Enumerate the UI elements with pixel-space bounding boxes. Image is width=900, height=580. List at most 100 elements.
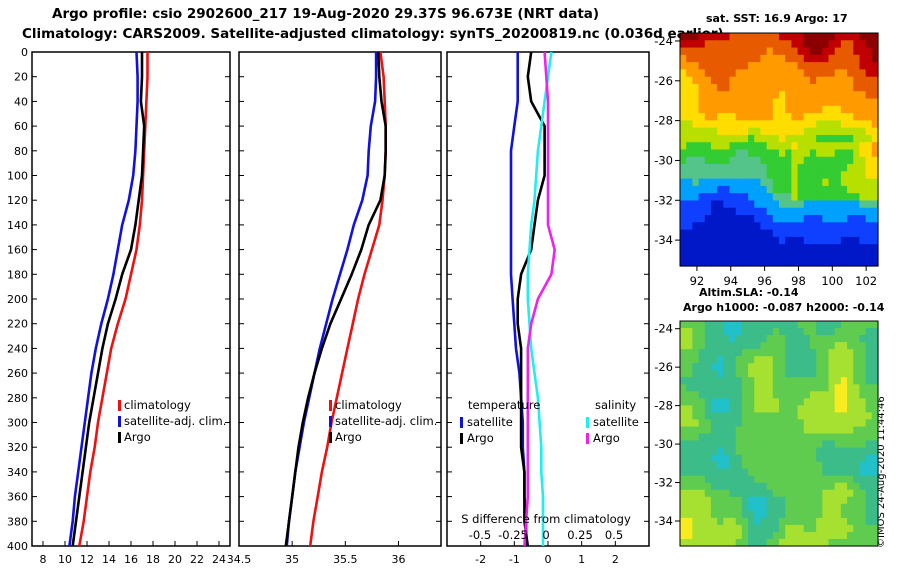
map-cell	[717, 215, 724, 223]
map-cell	[717, 244, 724, 253]
map-cell	[723, 524, 731, 533]
map-cell	[871, 76, 879, 85]
map-cell	[748, 236, 755, 245]
map-cell	[710, 489, 718, 498]
sla-map-title-argo: Argo h1000: -0.087 h2000: -0.14	[683, 301, 885, 314]
map-cell	[723, 113, 731, 121]
map-cell	[847, 54, 854, 63]
map-cell	[847, 510, 854, 519]
map-cell	[692, 412, 700, 421]
map-cell	[785, 120, 792, 129]
map-cell	[717, 370, 724, 378]
map-cell	[754, 356, 762, 364]
map-cell	[840, 222, 848, 231]
map-cell	[692, 496, 700, 505]
map-cell	[754, 496, 762, 505]
map-cell	[816, 149, 823, 158]
map-cell	[871, 244, 879, 253]
map-cell	[803, 40, 811, 49]
map-cell	[840, 461, 848, 470]
map-cell	[847, 419, 854, 428]
map-cell	[816, 258, 823, 267]
map-cell	[686, 482, 693, 491]
map-cell	[791, 496, 799, 505]
map-cell	[779, 384, 786, 392]
map-cell	[772, 391, 780, 399]
map-cell	[779, 149, 786, 158]
map-cell	[828, 538, 836, 547]
legend-label: Argo	[467, 431, 494, 445]
map-cell	[840, 489, 848, 498]
map-cell	[772, 531, 780, 540]
map-cell	[723, 76, 731, 85]
map-cell	[779, 405, 786, 414]
map-cell	[865, 433, 873, 442]
map-cell	[847, 98, 854, 107]
map-cell	[859, 149, 867, 158]
map-cell	[803, 412, 811, 421]
map-cell	[809, 76, 817, 85]
map-cell	[686, 207, 693, 216]
map-cell	[698, 524, 706, 533]
map-cell	[723, 120, 731, 129]
map-cell	[723, 164, 731, 172]
map-cell	[698, 398, 706, 406]
map-cell	[680, 328, 687, 336]
map-cell	[704, 363, 712, 371]
map-cell	[704, 142, 712, 151]
map-cell	[828, 33, 836, 41]
map-cell	[797, 328, 805, 336]
map-cell	[822, 185, 830, 194]
legend-swatch	[118, 400, 121, 411]
map-cell	[803, 164, 811, 172]
map-cell	[791, 475, 799, 484]
map-cell	[754, 440, 762, 449]
map-cell	[735, 321, 743, 329]
map-cell	[822, 193, 830, 202]
map-cell	[772, 426, 780, 435]
map-cell	[847, 356, 854, 364]
map-cell	[791, 482, 799, 491]
map-cell	[723, 215, 731, 223]
map-cell	[847, 412, 854, 421]
map-cell	[766, 349, 774, 357]
map-cell	[797, 363, 805, 371]
map-cell	[748, 244, 755, 253]
map-cell	[729, 120, 737, 129]
map-cell	[809, 207, 817, 216]
legend-swatch	[118, 432, 121, 443]
map-cell	[865, 405, 873, 414]
map-cell	[871, 524, 879, 533]
map-cell	[871, 489, 879, 498]
map-cell	[828, 524, 836, 533]
map-cell	[865, 244, 873, 253]
map-cell	[809, 412, 817, 421]
map-cell	[840, 69, 848, 78]
map-cell	[698, 405, 706, 414]
map-cell	[735, 76, 743, 85]
map-cell	[809, 149, 817, 158]
map-cell	[748, 120, 755, 129]
x-tick-label: 35.5	[333, 553, 358, 566]
map-cell	[822, 363, 830, 371]
map-cell	[698, 149, 706, 158]
map-cell	[735, 91, 743, 100]
map-frame	[679, 32, 879, 267]
map-cell	[791, 215, 799, 223]
map-cell	[735, 215, 743, 223]
map-cell	[834, 156, 842, 165]
map-cell	[791, 91, 799, 100]
map-cell	[710, 433, 718, 442]
map-cell	[729, 105, 737, 114]
map-cell	[704, 496, 712, 505]
map-cell	[828, 200, 836, 209]
map-cell	[816, 40, 823, 49]
map-cell	[859, 447, 867, 456]
map-cell	[834, 419, 842, 428]
map-cell	[859, 258, 867, 267]
map-cell	[822, 83, 830, 92]
map-cell	[723, 468, 731, 477]
map-cell	[809, 222, 817, 231]
map-cell	[735, 335, 743, 343]
map-cell	[816, 193, 823, 202]
